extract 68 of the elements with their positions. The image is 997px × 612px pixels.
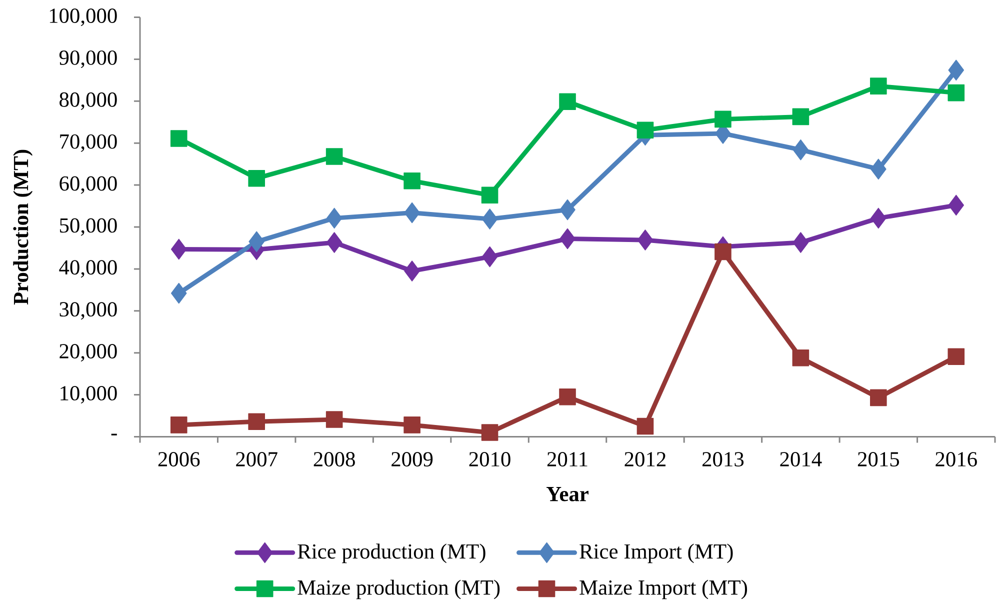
point (870, 158, 886, 180)
x-tick-label: 2015 (858, 452, 900, 466)
point (636, 122, 654, 139)
y-axis-title: Production (MT) (13, 150, 33, 305)
point (404, 260, 420, 282)
point (559, 388, 576, 406)
point (948, 60, 964, 81)
point (326, 148, 343, 165)
x-tick-label: 2009 (392, 452, 433, 466)
point (248, 231, 264, 252)
point (870, 78, 887, 94)
y-tick-label: 100,000 (50, 8, 117, 26)
y-tick-label: 40,000 (59, 260, 117, 278)
point (481, 424, 498, 441)
x-axis-title: Year (546, 487, 588, 502)
y-tick-label: 70,000 (60, 134, 117, 152)
point (637, 230, 654, 250)
x-tick-label: 2010 (469, 452, 510, 466)
point (170, 282, 187, 304)
point (248, 170, 265, 187)
point (482, 246, 498, 268)
point (404, 172, 420, 190)
x-tick-label: 2007 (236, 452, 278, 466)
point (482, 208, 498, 230)
y-tick-label: 80,000 (60, 92, 117, 110)
point (714, 110, 732, 128)
point (714, 243, 732, 260)
x-tick-label: 2006 (158, 452, 200, 466)
y-tick-label: - (111, 434, 117, 436)
y-tick-label: 60,000 (60, 176, 117, 194)
y-tick-label: 30,000 (60, 302, 117, 320)
point (559, 93, 576, 110)
point (326, 411, 343, 428)
point (170, 130, 188, 147)
point (792, 349, 810, 366)
point (870, 208, 886, 229)
point (948, 348, 965, 365)
legend-label: Rice Import (MT) (580, 544, 733, 564)
y-tick-label: 10,000 (60, 386, 117, 404)
point (326, 208, 342, 229)
legend-label: Rice production (MT) (298, 544, 486, 564)
y-tick-label: 20,000 (60, 344, 117, 362)
point (170, 238, 187, 260)
point (481, 186, 498, 204)
point (636, 418, 654, 435)
x-tick-label: 2008 (314, 452, 355, 466)
x-tick-label: 2016 (936, 452, 977, 466)
point (248, 413, 265, 430)
legend-label: Maize production (MT) (298, 580, 500, 600)
x-tick-label: 2011 (547, 452, 588, 466)
y-tick-label: 90,000 (59, 50, 117, 68)
point (560, 228, 576, 250)
x-tick-label: 2013 (702, 452, 744, 466)
x-tick-label: 2012 (624, 452, 666, 466)
point (948, 194, 964, 216)
point (404, 202, 420, 224)
y-tick-label: 50,000 (60, 218, 117, 236)
point (792, 108, 810, 126)
x-tick-label: 2014 (780, 452, 822, 466)
legend-label: Maize Import (MT) (580, 580, 748, 600)
point (792, 139, 809, 160)
point (792, 232, 809, 253)
point (560, 199, 576, 220)
point (404, 416, 420, 434)
point (326, 232, 342, 253)
point (948, 84, 965, 102)
point (170, 416, 188, 434)
point (870, 389, 887, 406)
